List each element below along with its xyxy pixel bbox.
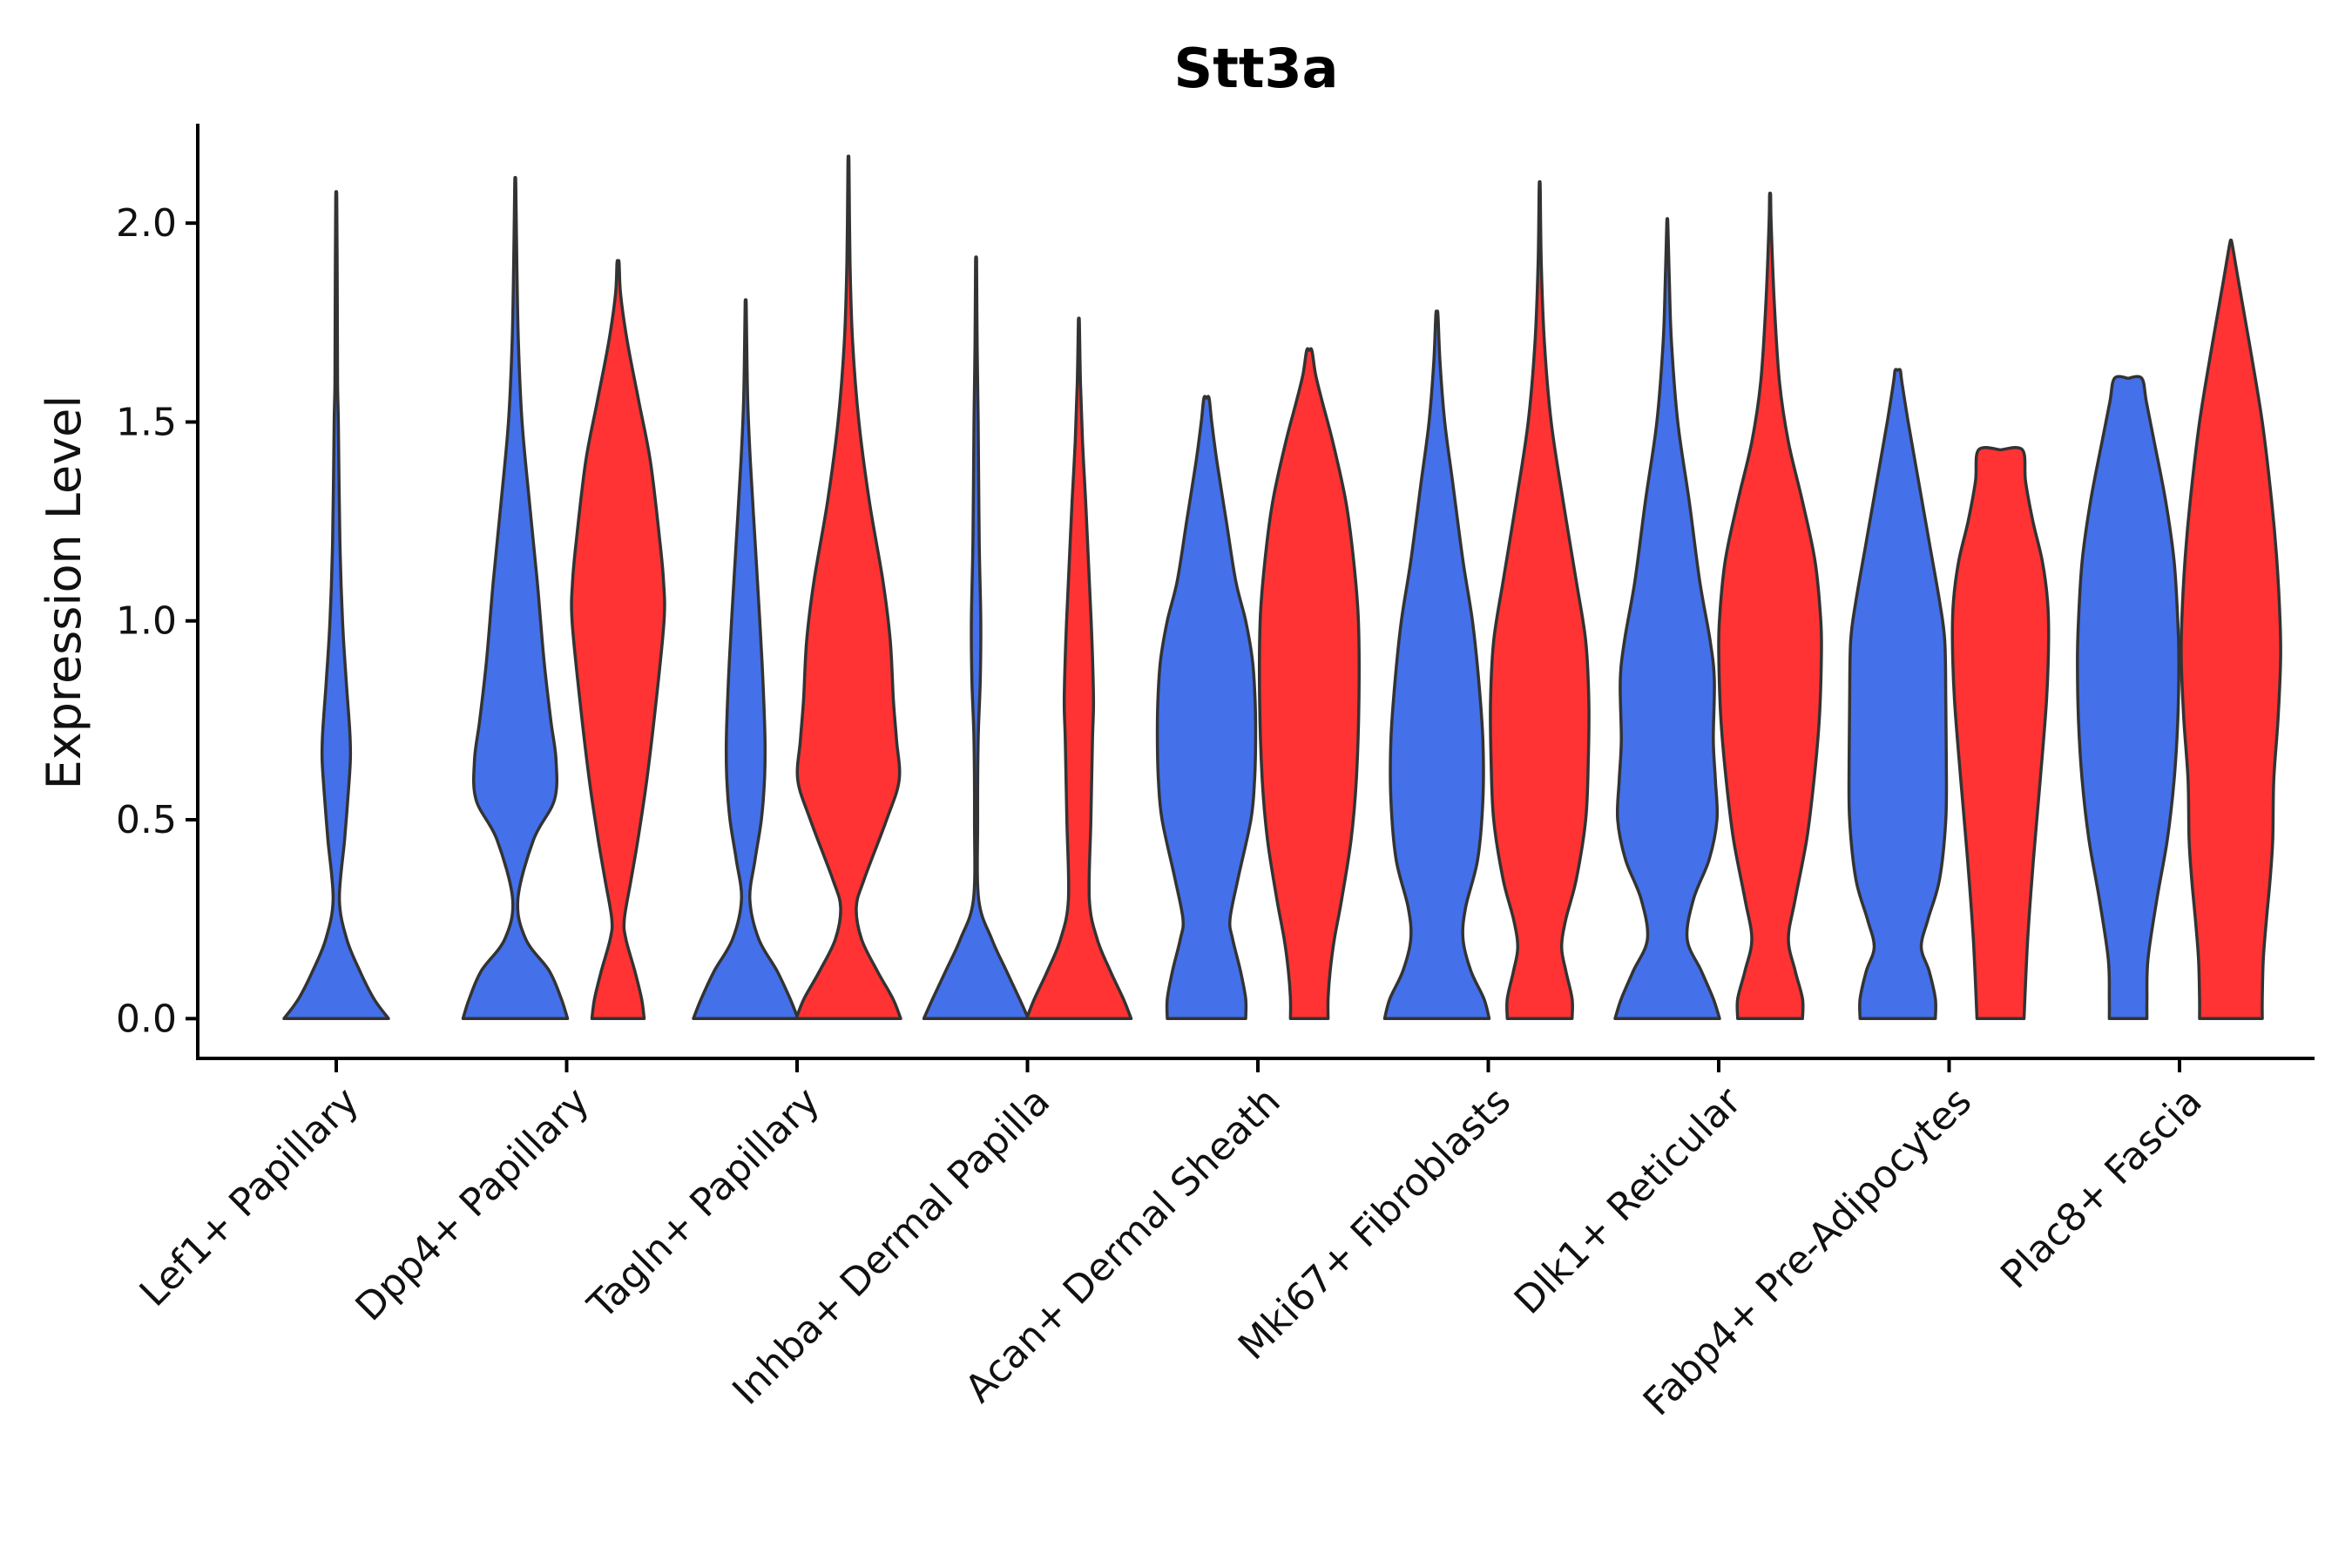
violin-dlk1-reticular-group1: [1613, 217, 1721, 1021]
violin-dpp4-papillary-group1: [461, 176, 570, 1021]
violin-acan-dermal-sheath-group1: [1155, 395, 1258, 1021]
violin-plac8-fascia-group2: [2180, 238, 2282, 1021]
chart-title: Stt3a: [1174, 37, 1339, 100]
violin-plac8-fascia-group1: [2076, 375, 2180, 1021]
x-tick-label: Tagln+ Papillary: [579, 1079, 828, 1328]
x-tick-label: Dlk1+ Reticular: [1506, 1078, 1751, 1323]
violin-dlk1-reticular-group2: [1717, 192, 1823, 1021]
violin-group: [282, 154, 2282, 1021]
y-tick-label: 0.5: [116, 798, 177, 842]
violin-fabp4-pre-adipocytes-group2: [1950, 445, 2051, 1021]
violin-mki67-fibroblasts-group1: [1382, 309, 1491, 1021]
y-tick-label: 2.0: [116, 201, 177, 246]
violin-inhba-dermal-papilla-group2: [1024, 316, 1133, 1021]
y-tick-label: 1.0: [116, 599, 177, 644]
violin-tagln-papillary-group1: [692, 298, 800, 1021]
x-tick-label: Dpp4+ Papillary: [348, 1079, 598, 1330]
x-tick-label: Lef1+ Papillary: [132, 1079, 368, 1315]
violin-mki67-fibroblasts-group2: [1489, 179, 1591, 1021]
y-tick-label: 0.0: [116, 997, 177, 1041]
violin-acan-dermal-sheath-group2: [1258, 347, 1361, 1021]
violin-fabp4-pre-adipocytes-group1: [1847, 368, 1949, 1021]
y-tick-label: 1.5: [116, 400, 177, 444]
y-axis-ticks: 0.0 0.5 1.0 1.5 2.0: [116, 201, 198, 1041]
violin-inhba-dermal-papilla-group1: [922, 255, 1031, 1021]
x-tick-label: Plac8+ Fascia: [1992, 1079, 2211, 1298]
violin-dpp4-papillary-group2: [570, 259, 666, 1021]
violin-tagln-papillary-group2: [794, 154, 902, 1021]
y-axis-label: Expression Level: [37, 395, 91, 790]
violin-lef1-papillary-group1: [282, 190, 390, 1021]
